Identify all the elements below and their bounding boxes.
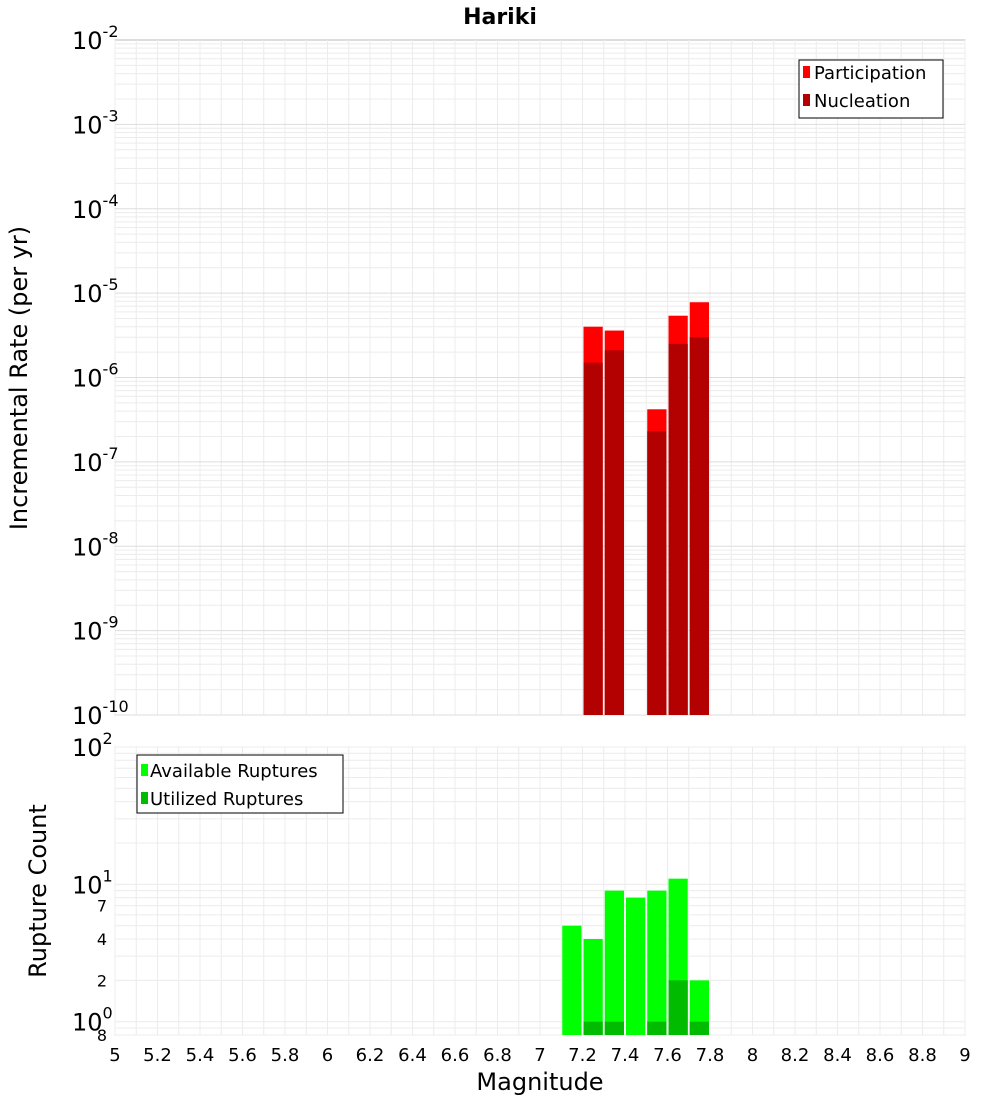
available-bar (604, 890, 624, 1035)
x-tick-label: 8.6 (866, 1045, 895, 1066)
y-tick-label: 10-6 (72, 360, 119, 393)
y-tick-label: 10-10 (72, 697, 129, 730)
rate-bars (583, 302, 709, 715)
x-tick-label: 8.8 (908, 1045, 937, 1066)
count-legend-box (136, 754, 344, 814)
y-minor-tick-label: 4 (97, 930, 107, 949)
count-y-ticks: 102 101 100 7 4 2 8 (72, 729, 113, 1045)
x-tick-label: 7.6 (653, 1045, 682, 1066)
x-tick-labels: 5 5.2 5.4 5.6 5.8 6 6.2 6.4 6.6 6.8 7 7.2 7.4 7.6 7.8 8… (109, 1045, 970, 1066)
nucleation-bar (604, 350, 624, 715)
legend-swatch-nucleation (803, 94, 810, 106)
utilized-bar (604, 1021, 624, 1035)
count-y-axis-label: Rupture Count (24, 804, 52, 978)
legend-swatch-participation (803, 66, 810, 78)
count-bars (562, 878, 709, 1035)
x-tick-label: 6.8 (483, 1045, 512, 1066)
x-tick-label: 7.8 (696, 1045, 725, 1066)
x-tick-label: 8 (747, 1045, 758, 1066)
y-tick-label: 102 (72, 729, 113, 762)
x-tick-label: 5 (109, 1045, 120, 1066)
legend-label-available: Available Ruptures (150, 761, 318, 782)
y-minor-tick-label: 8 (97, 1026, 107, 1045)
legend-label-nucleation: Nucleation (814, 91, 910, 112)
x-axis-label: Magnitude (476, 1068, 603, 1096)
y-minor-tick-label: 7 (97, 897, 107, 916)
count-grid (114, 746, 966, 1036)
x-tick-label: 9 (959, 1045, 970, 1066)
available-bar (562, 925, 582, 1035)
nucleation-bar (583, 362, 603, 715)
nucleation-bar (647, 431, 667, 715)
x-tick-label: 5.2 (143, 1045, 172, 1066)
y-tick-label: 10-8 (72, 528, 119, 561)
y-tick-label: 10-9 (72, 613, 119, 646)
rate-y-axis-label: Incremental Rate (per yr) (5, 226, 33, 530)
available-bar (689, 980, 709, 1035)
utilized-bar (668, 980, 688, 1035)
y-tick-label: 10-2 (72, 22, 119, 55)
x-tick-label: 6.6 (441, 1045, 470, 1066)
y-tick-label: 10-4 (72, 191, 119, 224)
x-tick-label: 8.4 (823, 1045, 852, 1066)
rate-y-ticks: 10-2 10-3 10-4 10-5 10-6 10-7 10-8 10-9 10-10 (72, 22, 129, 730)
x-tick-label: 7.4 (611, 1045, 640, 1066)
x-tick-label: 6.4 (398, 1045, 427, 1066)
y-tick-label: 100 (72, 1004, 113, 1037)
chart-title: Hariki (463, 5, 537, 30)
available-bar (583, 939, 603, 1035)
rate-grid (114, 40, 966, 716)
rate-legend: Participation Nucleation (798, 59, 944, 119)
utilized-bar (647, 1021, 667, 1035)
legend-swatch-utilized (141, 792, 148, 804)
count-legend: Available Ruptures Utilized Ruptures (136, 754, 344, 814)
x-tick-label: 5.4 (186, 1045, 215, 1066)
x-tick-label: 7 (534, 1045, 545, 1066)
y-tick-label: 10-7 (72, 444, 119, 477)
available-bar (626, 897, 646, 1035)
nucleation-bar (689, 337, 709, 715)
legend-swatch-available (141, 764, 148, 776)
x-tick-label: 6 (322, 1045, 333, 1066)
utilized-bar (583, 1021, 603, 1035)
legend-label-utilized: Utilized Ruptures (150, 789, 303, 810)
y-minor-tick-label: 2 (97, 971, 107, 990)
y-tick-label: 10-3 (72, 106, 119, 139)
x-tick-label: 7.2 (568, 1045, 597, 1066)
x-tick-label: 5.6 (228, 1045, 257, 1066)
x-tick-label: 8.2 (781, 1045, 810, 1066)
available-bar (647, 890, 667, 1035)
x-tick-label: 5.8 (271, 1045, 300, 1066)
utilized-bar (689, 1021, 709, 1035)
rate-legend-box (798, 59, 944, 119)
legend-label-participation: Participation (814, 63, 926, 84)
x-tick-label: 6.2 (356, 1045, 385, 1066)
y-tick-label: 101 (72, 866, 113, 899)
nucleation-bar (668, 343, 688, 715)
y-tick-label: 10-5 (72, 275, 119, 308)
